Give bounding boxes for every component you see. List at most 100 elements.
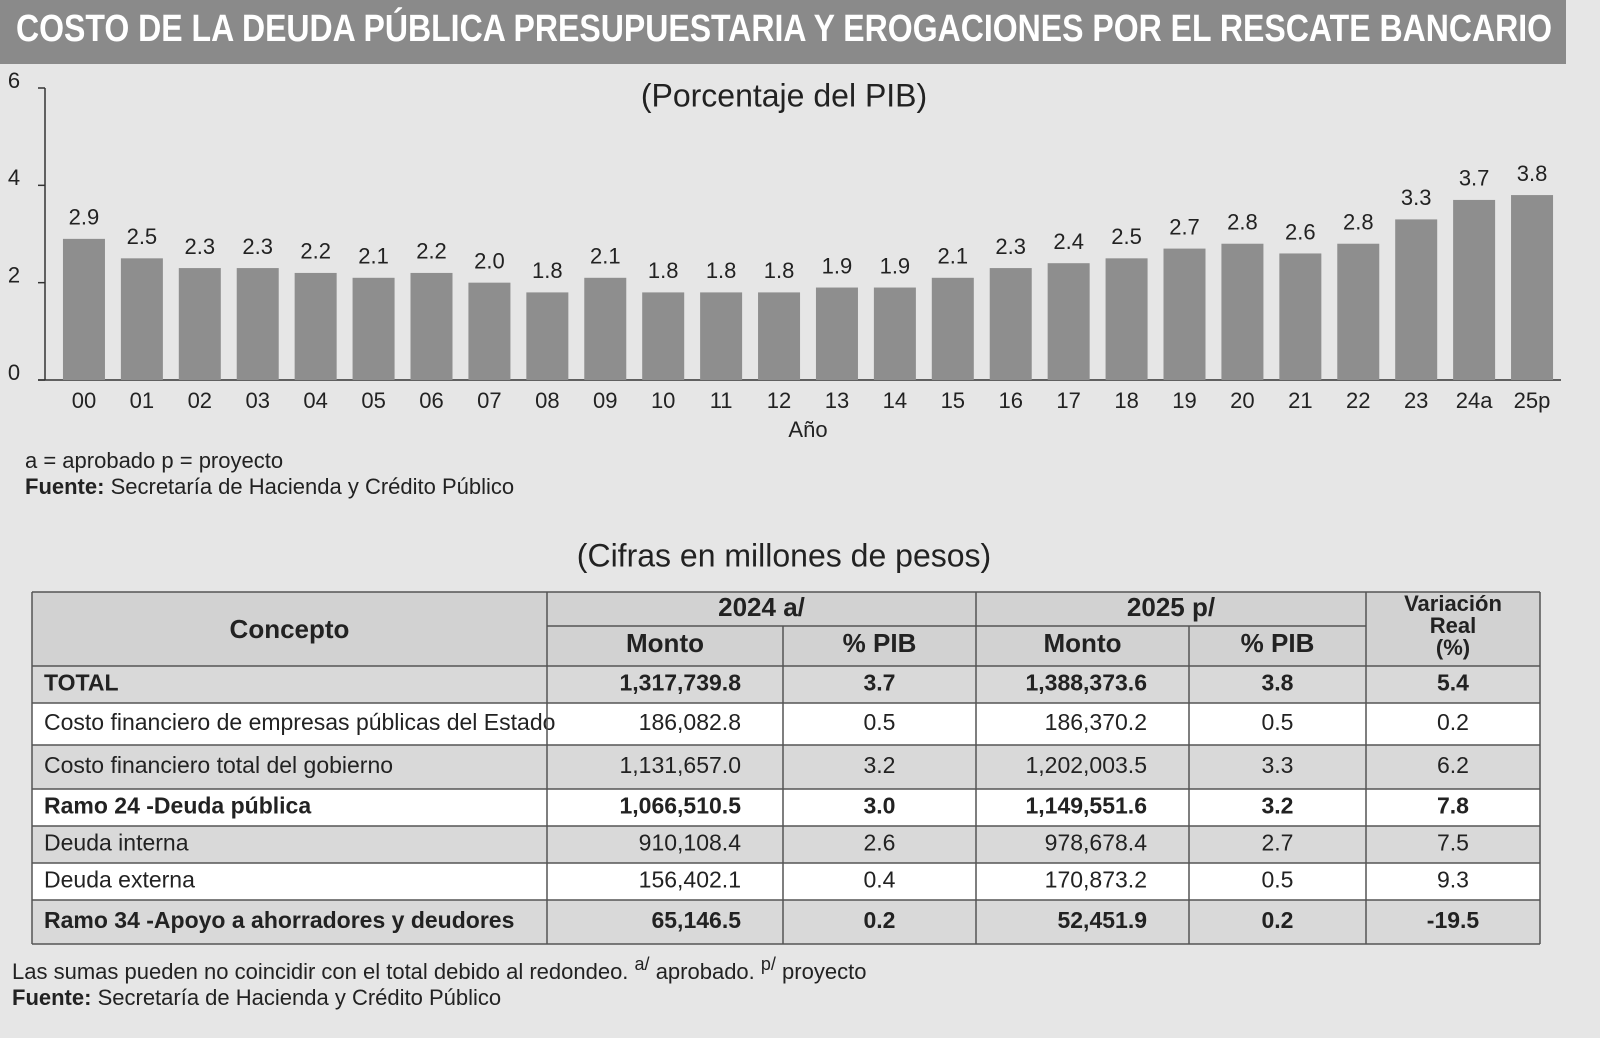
table-title: (Cifras en millones de pesos) [577,537,991,573]
table-source: Fuente: Secretaría de Hacienda y Crédito… [12,985,501,1010]
header-cell: Real [1430,613,1476,638]
source-label: Fuente: [25,474,104,499]
table-cell: 65,146.5 [651,907,741,933]
bar [178,268,221,380]
table-cell: Ramo 34 -Apoyo a ahorradores y deudores [44,907,514,933]
bar [120,258,163,380]
bar [873,287,916,380]
table-cell: Costo financiero total del gobierno [44,752,393,778]
table-cell: 6.2 [1437,752,1469,778]
y-tick-label: 6 [8,68,20,93]
table-cell: 910,108.4 [639,830,742,856]
table-row-bg [32,745,1540,789]
bar [1279,253,1322,380]
header-cell: % PIB [1241,628,1315,658]
value-label: 2.1 [358,244,389,269]
bar [526,292,569,380]
bar [1337,243,1380,380]
footnote-text: aprobado. [656,959,755,984]
table-cell: 3.3 [1262,752,1294,778]
x-tick-label: 05 [361,388,385,413]
x-tick-label: 07 [477,388,501,413]
x-tick-label: 03 [245,388,269,413]
footnote-text: Las sumas pueden no coincidir con el tot… [12,959,628,984]
table-cell: 1,149,551.6 [1025,793,1147,819]
value-label: 2.7 [1169,214,1200,239]
value-label: 2.1 [938,244,969,269]
table-cell: 7.5 [1437,830,1469,856]
bar [62,238,105,380]
bar [1163,248,1206,380]
bar [294,272,337,380]
table-cell: 1,131,657.0 [619,752,741,778]
x-tick-label: 20 [1230,388,1254,413]
x-tick-label: 04 [303,388,327,413]
x-tick-label: 18 [1114,388,1138,413]
value-label: 2.0 [474,248,505,273]
bar [1453,199,1496,380]
table-cell: 1,202,003.5 [1025,752,1147,778]
table-cell: 1,066,510.5 [619,793,741,819]
table-cell: TOTAL [44,670,119,696]
value-label: 1.9 [822,253,853,278]
value-label: 3.8 [1517,161,1548,186]
x-tick-label: 15 [941,388,965,413]
x-tick-label: 01 [130,388,154,413]
source-label: Fuente: [12,985,91,1010]
table-cell: 3.2 [864,752,896,778]
source-text: Secretaría de Hacienda y Crédito Público [111,474,515,499]
x-tick-label: 22 [1346,388,1370,413]
table-cell: 0.2 [1262,907,1294,933]
header-cell: Monto [626,628,704,658]
x-tick-label: 21 [1288,388,1312,413]
table-cell: 0.5 [1262,867,1294,893]
header-cell: 2025 p/ [1127,592,1215,622]
table-cell: 3.0 [864,793,896,819]
x-tick-label: 23 [1404,388,1428,413]
table-cell: 186,370.2 [1045,709,1147,735]
table-cell: Ramo 24 -Deuda pública [44,793,311,819]
bar [410,272,453,380]
value-label: 1.9 [880,253,911,278]
table-row-bg [32,826,1540,863]
table-cell: 3.7 [864,670,896,696]
footnote-text: proyecto [782,959,866,984]
table-row-bg [32,703,1540,745]
table-cell: 9.3 [1437,867,1469,893]
x-axis-label: Año [788,417,827,442]
x-tick-label: 00 [72,388,96,413]
value-label: 1.8 [648,258,679,283]
table-cell: 2.6 [864,830,896,856]
bar [352,277,395,380]
table-cell: 3.2 [1262,793,1294,819]
bar [1105,258,1148,380]
chart-legend-note: a = aprobado p = proyecto [25,448,283,473]
table-row-bg [32,666,1540,703]
table-cell: 186,082.8 [639,709,741,735]
x-tick-label: 12 [767,388,791,413]
title-band [0,0,1566,64]
source-text: Secretaría de Hacienda y Crédito Público [98,985,502,1010]
table-cell: 0.2 [1437,709,1469,735]
value-label: 2.5 [127,224,158,249]
value-label: 2.4 [1053,229,1084,254]
header-cell: Monto [1044,628,1122,658]
title: COSTO DE LA DEUDA PÚBLICA PRESUPUESTARIA… [16,6,1552,50]
table-cell: 156,402.1 [639,867,741,893]
table-cell: Costo financiero de empresas públicas de… [44,709,555,735]
table-cell: 2.7 [1262,830,1294,856]
value-label: 2.3 [185,234,216,259]
x-tick-label: 02 [188,388,212,413]
x-tick-label: 25p [1514,388,1551,413]
bar [989,268,1032,380]
table-cell: 0.2 [864,907,896,933]
x-tick-label: 10 [651,388,675,413]
table-cell: Deuda externa [44,867,195,893]
header-cell: (%) [1436,635,1470,660]
bar [1221,243,1264,380]
x-tick-label: 09 [593,388,617,413]
header-cell: % PIB [843,628,917,658]
value-label: 2.5 [1111,224,1142,249]
